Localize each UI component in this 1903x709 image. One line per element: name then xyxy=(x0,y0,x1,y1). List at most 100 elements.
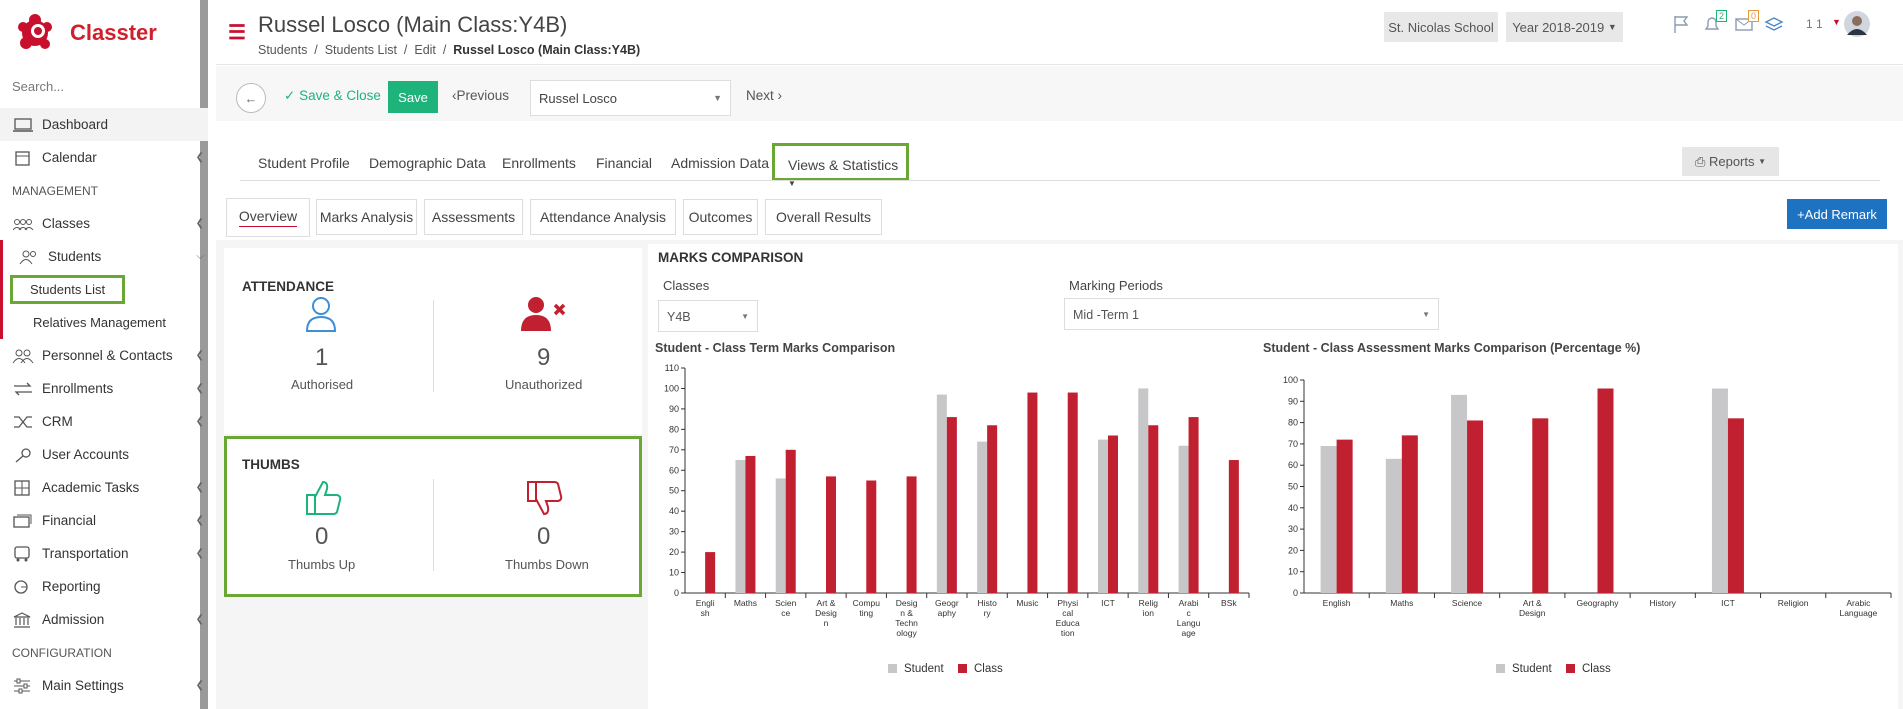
chevron-down-icon: ⌵ xyxy=(196,251,204,262)
bar-student xyxy=(1385,458,1402,593)
sidebar-item-personnel[interactable]: Personnel & Contacts ❮ xyxy=(0,339,208,372)
subtab-attendance-analysis[interactable]: Attendance Analysis xyxy=(530,199,676,235)
key-icon xyxy=(15,447,31,462)
x-tick-label: Geography xyxy=(1576,598,1619,608)
caret-down-icon: ▼ xyxy=(713,93,722,103)
x-tick-label: Geogr xyxy=(935,598,959,608)
avatar[interactable] xyxy=(1843,10,1871,38)
x-tick-label: cal xyxy=(1062,608,1073,618)
tab-financial[interactable]: Financial xyxy=(596,155,653,171)
next-label: Next xyxy=(746,88,774,103)
sidebar-item-user-accounts[interactable]: User Accounts xyxy=(0,438,208,471)
y-tick-label: 80 xyxy=(669,424,679,434)
attendance-title: ATTENDANCE xyxy=(242,279,334,294)
bar-student xyxy=(1098,439,1108,593)
tab-student-profile[interactable]: Student Profile xyxy=(258,155,350,171)
x-tick-label: Relig xyxy=(1139,598,1159,608)
sidebar-item-admission[interactable]: Admission ❮ xyxy=(0,603,208,636)
classes-select[interactable]: Y4B ▼ xyxy=(658,300,758,332)
save-button[interactable]: Save xyxy=(388,81,438,113)
chevron-left-icon: ❮ xyxy=(195,152,204,163)
legend-label: Class xyxy=(1582,663,1611,675)
sidebar-item-financial[interactable]: Financial ❮ xyxy=(0,504,208,537)
thumbs-up-count: 0 xyxy=(315,523,329,550)
flag-icon[interactable] xyxy=(1672,14,1692,34)
sidebar-item-relatives[interactable]: Relatives Management xyxy=(33,315,166,330)
y-tick-label: 110 xyxy=(665,363,679,373)
breadcrumb-students[interactable]: Students xyxy=(258,43,308,57)
bell-icon[interactable] xyxy=(1702,14,1722,34)
thumbs-down-count: 0 xyxy=(537,523,551,550)
sidebar-item-students-list[interactable]: Students List xyxy=(0,273,208,306)
subtab-assessments[interactable]: Assessments xyxy=(424,199,523,235)
unauthorized-label: Unauthorized xyxy=(505,377,583,392)
sidebar-item-classes[interactable]: Classes ❮ xyxy=(0,207,208,240)
sidebar-item-reporting[interactable]: Reporting xyxy=(0,570,208,603)
search-input[interactable]: Search... xyxy=(12,79,65,94)
tab-admission-data[interactable]: Admission Data xyxy=(671,155,770,171)
chevron-left-icon: ‹ xyxy=(452,88,457,103)
thumbs-panel: THUMBS 0 Thumbs Up 0 Thumbs Down xyxy=(224,436,642,597)
student-select[interactable]: Russel Losco ▼ xyxy=(530,80,731,116)
bar-class xyxy=(826,476,836,593)
previous-button[interactable]: ‹Previous xyxy=(452,88,509,103)
x-tick-label: ICT xyxy=(1101,598,1115,608)
school-selector[interactable]: St. Nicolas School xyxy=(1384,12,1498,42)
caret-down-icon[interactable]: ▼ xyxy=(1832,17,1841,27)
subtab-overview[interactable]: Overview xyxy=(226,198,310,237)
subtab-outcomes[interactable]: Outcomes xyxy=(683,199,758,235)
year-selector[interactable]: Year 2018-2019 ▼ xyxy=(1506,12,1623,42)
laptop-icon xyxy=(13,117,33,132)
logo[interactable]: Classter xyxy=(14,12,157,54)
y-tick-label: 90 xyxy=(1288,396,1298,406)
reports-button[interactable]: ⎙ Reports ▼ xyxy=(1682,147,1779,176)
tabs-divider xyxy=(240,180,1880,181)
x-tick-label: Histo xyxy=(977,598,997,608)
print-icon: ⎙ xyxy=(1694,153,1706,169)
subtab-marks-analysis[interactable]: Marks Analysis xyxy=(316,199,417,235)
breadcrumb-edit[interactable]: Edit xyxy=(414,43,436,57)
x-tick-label: English xyxy=(1323,598,1351,608)
sidebar-item-students[interactable]: Students ⌵ xyxy=(0,240,208,339)
y-tick-label: 10 xyxy=(669,568,679,578)
periods-select[interactable]: Mid -Term 1 ▼ xyxy=(1064,298,1439,330)
sidebar-item-main-settings[interactable]: Main Settings ❮ xyxy=(0,669,208,702)
chevron-left-icon: ❮ xyxy=(195,515,204,526)
sidebar-item-crm[interactable]: CRM ❮ xyxy=(0,405,208,438)
chevron-left-icon: ❮ xyxy=(195,680,204,691)
x-tick-label: Art & xyxy=(1523,598,1542,608)
section-configuration: CONFIGURATION xyxy=(12,645,112,660)
thumbs-up-label: Thumbs Up xyxy=(288,557,356,572)
breadcrumb-students-list[interactable]: Students List xyxy=(324,43,397,57)
section-management: MANAGEMENT xyxy=(12,183,99,198)
save-close-label: Save & Close xyxy=(299,88,381,103)
tab-enrollments[interactable]: Enrollments xyxy=(502,155,576,171)
bar-class xyxy=(785,449,796,593)
tab-demographic-data[interactable]: Demographic Data xyxy=(369,155,486,171)
sidebar-item-dashboard[interactable]: Dashboard xyxy=(0,108,208,141)
active-indicator xyxy=(0,240,3,339)
save-close-button[interactable]: ✓ Save & Close xyxy=(284,88,381,104)
sidebar-item-label: Admission xyxy=(42,612,105,627)
sidebar-item-enrollments[interactable]: Enrollments ❮ xyxy=(0,372,208,405)
next-button[interactable]: Next › xyxy=(746,88,782,103)
menu-toggle-icon[interactable]: ☰ xyxy=(228,22,246,44)
student-select-value: Russel Losco xyxy=(539,91,618,106)
sidebar-item-label: Transportation xyxy=(42,546,129,561)
add-remark-button[interactable]: +Add Remark xyxy=(1787,199,1887,229)
sidebar-item-academic-tasks[interactable]: Academic Tasks ❮ xyxy=(0,471,208,504)
sidebar-item-transportation[interactable]: Transportation ❮ xyxy=(0,537,208,570)
periods-select-value: Mid -Term 1 xyxy=(1073,308,1139,322)
x-tick-label: age xyxy=(1181,628,1195,638)
layers-icon[interactable] xyxy=(1764,14,1784,34)
bar-class xyxy=(1467,420,1484,593)
sidebar-item-calendar[interactable]: Calendar ❮ xyxy=(0,141,208,174)
divider xyxy=(433,479,434,571)
tab-views-statistics[interactable]: Views & Statistics ▼ xyxy=(772,143,909,188)
y-tick-label: 60 xyxy=(1288,460,1298,470)
classes-icon xyxy=(12,218,34,230)
reports-label: Reports xyxy=(1708,154,1755,169)
user-times-icon xyxy=(521,297,566,331)
subtab-overall-results[interactable]: Overall Results xyxy=(765,199,882,235)
back-button[interactable]: ← xyxy=(236,83,266,113)
